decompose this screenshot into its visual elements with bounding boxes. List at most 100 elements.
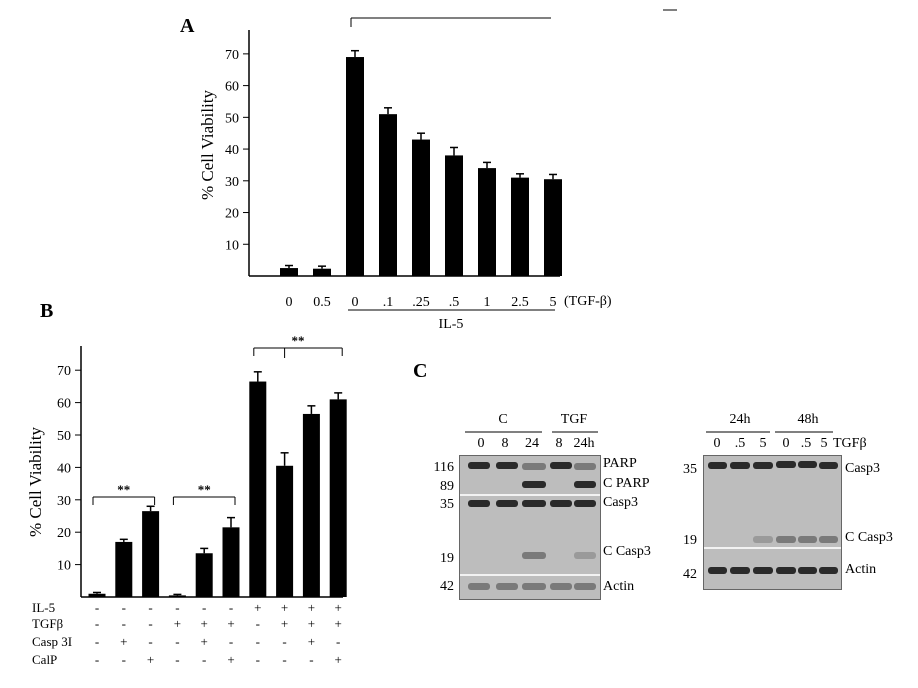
blot2-actin-band-4	[776, 567, 796, 574]
blot2-mw-42: 42	[683, 567, 697, 582]
condition-sign-3-4: -	[175, 634, 179, 649]
condition-sign-4-6: +	[227, 652, 234, 667]
condition-label-3: Casp 3I	[32, 634, 72, 649]
blot1-image	[459, 455, 601, 600]
condition-sign-2-3: -	[148, 616, 152, 631]
blot2-actin-band-1	[708, 567, 727, 574]
chart-a-bar-2	[313, 268, 331, 276]
chart-a-bar-5	[412, 139, 430, 276]
blot2-actin-band-5	[798, 567, 817, 574]
blot1-casp3-band-3	[522, 500, 546, 507]
condition-sign-4-10: +	[335, 652, 342, 667]
blot1-parp-band-3	[522, 463, 546, 470]
blot1-parp-band-1	[468, 462, 490, 469]
panel-c-letter: C	[413, 360, 427, 382]
blot2-lane-suffix: TGFβ	[833, 436, 867, 451]
condition-sign-2-10: +	[335, 616, 342, 631]
condition-sign-1-4: -	[175, 600, 179, 615]
chart-a-xtick-label-8: 2.5	[511, 295, 529, 310]
chart-a-ytick-label-0: 10	[225, 238, 239, 253]
blot1-group-tgf: TGF	[561, 412, 588, 427]
chart-b-bar-7	[249, 381, 267, 597]
blot2-ccasp3-band-5	[798, 536, 817, 543]
chart-b-bar-9	[302, 413, 320, 597]
chart-b-ylabel: % Cell Viability	[26, 426, 45, 537]
blot2-divider	[704, 547, 841, 549]
chart-a-il5-label: IL-5	[439, 317, 464, 332]
condition-sign-4-8: -	[282, 652, 286, 667]
chart-b-ytick-label-5: 60	[57, 397, 71, 412]
blot2-image	[703, 455, 842, 590]
condition-label-2: TGFβ	[32, 616, 64, 631]
chart-b-bar-5	[195, 553, 213, 597]
condition-sign-1-1: -	[95, 600, 99, 615]
chart-a-xtick-label-9: 5	[550, 295, 557, 310]
blot1-parp-band-2	[496, 462, 518, 469]
chart-a-xtick-label-4: .1	[383, 295, 394, 310]
condition-sign-3-1: -	[95, 634, 99, 649]
chart-b-conditions-table: IL-5- - - - - - + + + +TGFβ - - - + + + - + + +Casp 3I - + - - +…	[32, 600, 342, 667]
blot1-ccasp3-band-5	[574, 552, 596, 559]
chart-a-xtick-label-2: 0.5	[313, 295, 331, 310]
blot1-lane-1: 0	[478, 436, 485, 451]
panel-b-letter: B	[40, 300, 53, 322]
blot2-ccasp3-band-4	[776, 536, 796, 543]
condition-sign-2-6: +	[227, 616, 234, 631]
blot2-lane-5: .5	[801, 436, 812, 451]
chart-b-bar-3	[142, 511, 160, 597]
blot1-lane-4: 8	[556, 436, 563, 451]
condition-sign-4-4: -	[175, 652, 179, 667]
blot2-label-c-casp3: C Casp3	[845, 530, 893, 545]
blot1-casp3-band-5	[574, 500, 596, 507]
condition-sign-3-7: -	[256, 634, 260, 649]
blot2-casp3-band-2	[730, 462, 750, 469]
chart-b-significance-3: **	[292, 333, 305, 348]
condition-sign-2-5: +	[201, 616, 208, 631]
blot2-lane-6: 5	[821, 436, 828, 451]
blot2-casp3-band-5	[798, 461, 817, 468]
condition-sign-2-1: -	[95, 616, 99, 631]
blot1-mw-19: 19	[440, 551, 454, 566]
chart-a-bar-4	[379, 114, 397, 276]
blot1-parp-band-5	[574, 463, 596, 470]
chart-a-xtick-label-5: .25	[412, 295, 430, 310]
condition-sign-1-2: -	[122, 600, 126, 615]
blot1-mw-35: 35	[440, 497, 454, 512]
chart-a-ylabel: % Cell Viability	[198, 89, 217, 200]
chart-b-bar-10	[329, 399, 347, 597]
blot2-group-48h: 48h	[798, 412, 819, 427]
chart-b-significance-1: **	[117, 482, 130, 497]
chart-b-bar-4	[168, 595, 186, 597]
blot1-mw-89: 89	[440, 479, 454, 494]
blot2-group-24h: 24h	[730, 412, 751, 427]
chart-a-bar-9	[544, 179, 562, 276]
condition-sign-3-6: -	[229, 634, 233, 649]
chart-b-bar-6	[222, 527, 240, 597]
chart-a-ytick-label-4: 50	[225, 111, 239, 126]
condition-sign-1-6: -	[229, 600, 233, 615]
blot2-casp3-band-3	[753, 462, 773, 469]
blot1-actin-band-2	[496, 583, 518, 590]
blot2-actin-band-3	[753, 567, 773, 574]
blot1-group-c: C	[498, 412, 507, 427]
blot2-actin-band-6	[819, 567, 838, 574]
blot1-label-c-casp3: C Casp3	[603, 544, 651, 559]
blot1-casp3-band-1	[468, 500, 490, 507]
chart-a-xtick-label-3: 0	[352, 295, 359, 310]
chart-a-bar-3	[346, 57, 364, 276]
blot1-actin-band-4	[550, 583, 572, 590]
blot1-casp3-band-2	[496, 500, 518, 507]
blot2-casp3-band-4	[776, 461, 796, 468]
condition-sign-4-7: -	[256, 652, 260, 667]
chart-a-bar-6	[445, 155, 463, 276]
chart-b-ytick-label-4: 50	[57, 429, 71, 444]
blot1-mw-116: 116	[434, 460, 454, 475]
chart-a-tgf-suffix: (TGF-β)	[564, 294, 612, 309]
condition-sign-4-1: -	[95, 652, 99, 667]
chart-a-xtick-label-6: .5	[449, 295, 460, 310]
chart-a-ytick-label-1: 20	[225, 207, 239, 222]
blot1-cparp-band-3	[522, 481, 546, 488]
panel-a-letter: A	[180, 15, 195, 37]
blot1-divider-1	[460, 494, 600, 496]
